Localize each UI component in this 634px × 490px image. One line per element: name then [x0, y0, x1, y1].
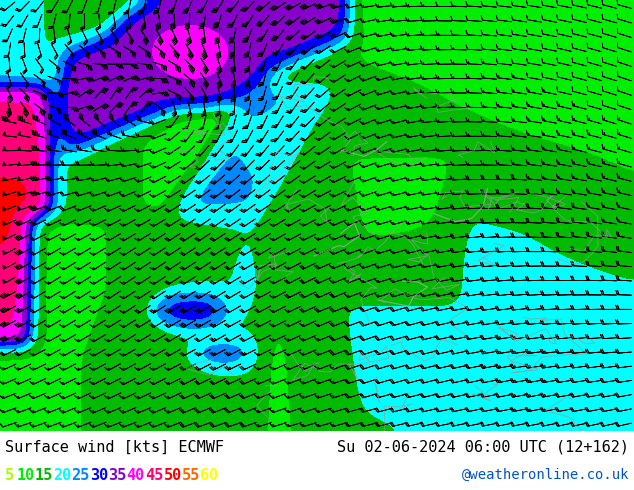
Text: 45: 45: [145, 468, 163, 483]
Text: 60: 60: [200, 468, 219, 483]
Text: 40: 40: [127, 468, 145, 483]
Text: Surface wind [kts] ECMWF: Surface wind [kts] ECMWF: [5, 440, 224, 455]
Text: 35: 35: [108, 468, 126, 483]
Text: 5: 5: [5, 468, 14, 483]
Text: 55: 55: [182, 468, 200, 483]
Text: 20: 20: [53, 468, 71, 483]
Text: 25: 25: [72, 468, 89, 483]
Text: 10: 10: [16, 468, 34, 483]
Text: 50: 50: [164, 468, 182, 483]
Text: @weatheronline.co.uk: @weatheronline.co.uk: [462, 468, 629, 482]
Text: Su 02-06-2024 06:00 UTC (12+162): Su 02-06-2024 06:00 UTC (12+162): [337, 440, 629, 455]
Text: 30: 30: [90, 468, 108, 483]
Text: 15: 15: [35, 468, 53, 483]
